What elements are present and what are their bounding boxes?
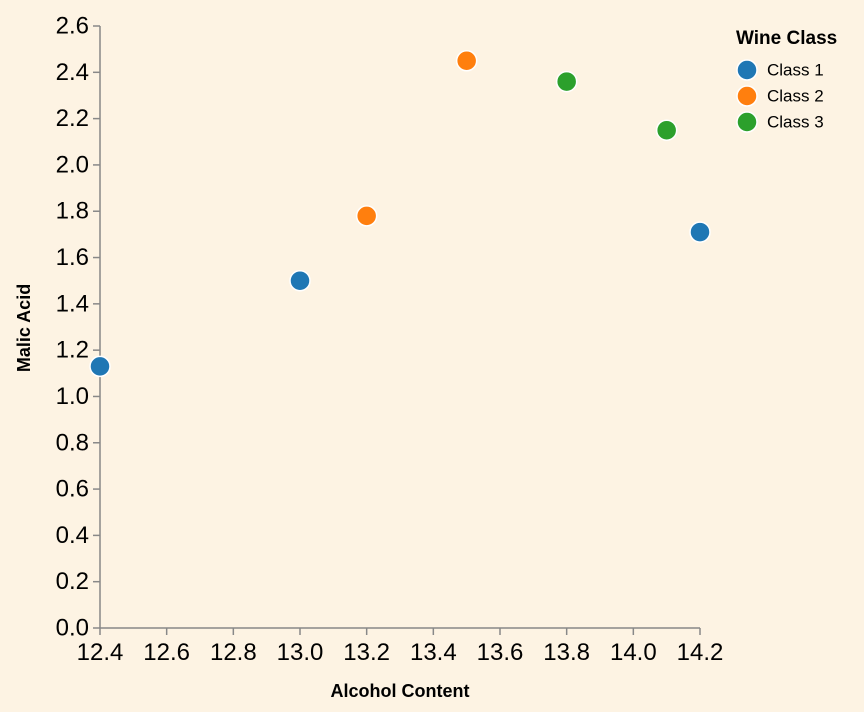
y-tick-label: 0.2 (56, 568, 89, 595)
x-tick-label: 12.6 (143, 639, 190, 666)
x-tick-label: 14.2 (677, 639, 724, 666)
y-axis: 0.0 0.2 0.4 0.6 0.8 1.0 1.2 1.4 1.6 1.8 2.0 2.2 2.4 2… (56, 13, 101, 642)
data-point (89, 355, 111, 378)
data-point (555, 70, 578, 93)
data-point (655, 119, 678, 141)
x-tick-label: 13.8 (543, 639, 590, 666)
y-tick-label: 0.4 (56, 522, 89, 549)
x-tick-label: 14.0 (610, 639, 657, 666)
y-tick-label: 1.0 (56, 383, 89, 410)
y-tick-label: 0.6 (56, 476, 89, 503)
legend-swatch (736, 111, 758, 133)
data-point (455, 49, 478, 72)
y-tick-label: 2.4 (56, 59, 89, 86)
x-tick-label: 13.2 (343, 639, 390, 666)
data-points (89, 49, 711, 378)
data-point (689, 221, 711, 243)
y-axis-title: Malic Acid (14, 284, 34, 372)
y-tick-label: 0.0 (56, 615, 89, 642)
x-tick-label: 13.6 (477, 639, 524, 666)
legend-label: Class 3 (767, 113, 824, 132)
x-tick-label: 13.0 (277, 639, 324, 666)
x-tick-label: 13.4 (410, 639, 457, 666)
data-point (355, 205, 378, 227)
y-tick-label: 2.2 (56, 105, 89, 132)
legend-label: Class 2 (767, 87, 824, 106)
data-point (289, 269, 311, 292)
y-tick-label: 2.6 (56, 13, 89, 40)
y-tick-label: 0.8 (56, 429, 89, 456)
x-axis: 12.4 12.6 12.8 13.0 13.2 13.4 13.6 13.8 14.0 14.2 (77, 627, 724, 666)
y-tick-label: 1.4 (56, 290, 89, 317)
legend-label: Class 1 (767, 61, 824, 80)
y-tick-label: 2.0 (56, 151, 89, 178)
x-axis-title: Alcohol Content (331, 681, 470, 701)
x-tick-label: 12.8 (210, 639, 257, 666)
y-tick-label: 1.6 (56, 244, 89, 271)
x-tick-label: 12.4 (77, 639, 124, 666)
y-tick-label: 1.2 (56, 337, 89, 364)
legend-title: Wine Class (736, 28, 837, 49)
legend-swatch (736, 85, 758, 107)
y-tick-label: 1.8 (56, 198, 89, 225)
legend-swatch (736, 59, 758, 81)
legend: Wine Class Class 1 Class 2 Class 3 (736, 28, 837, 133)
